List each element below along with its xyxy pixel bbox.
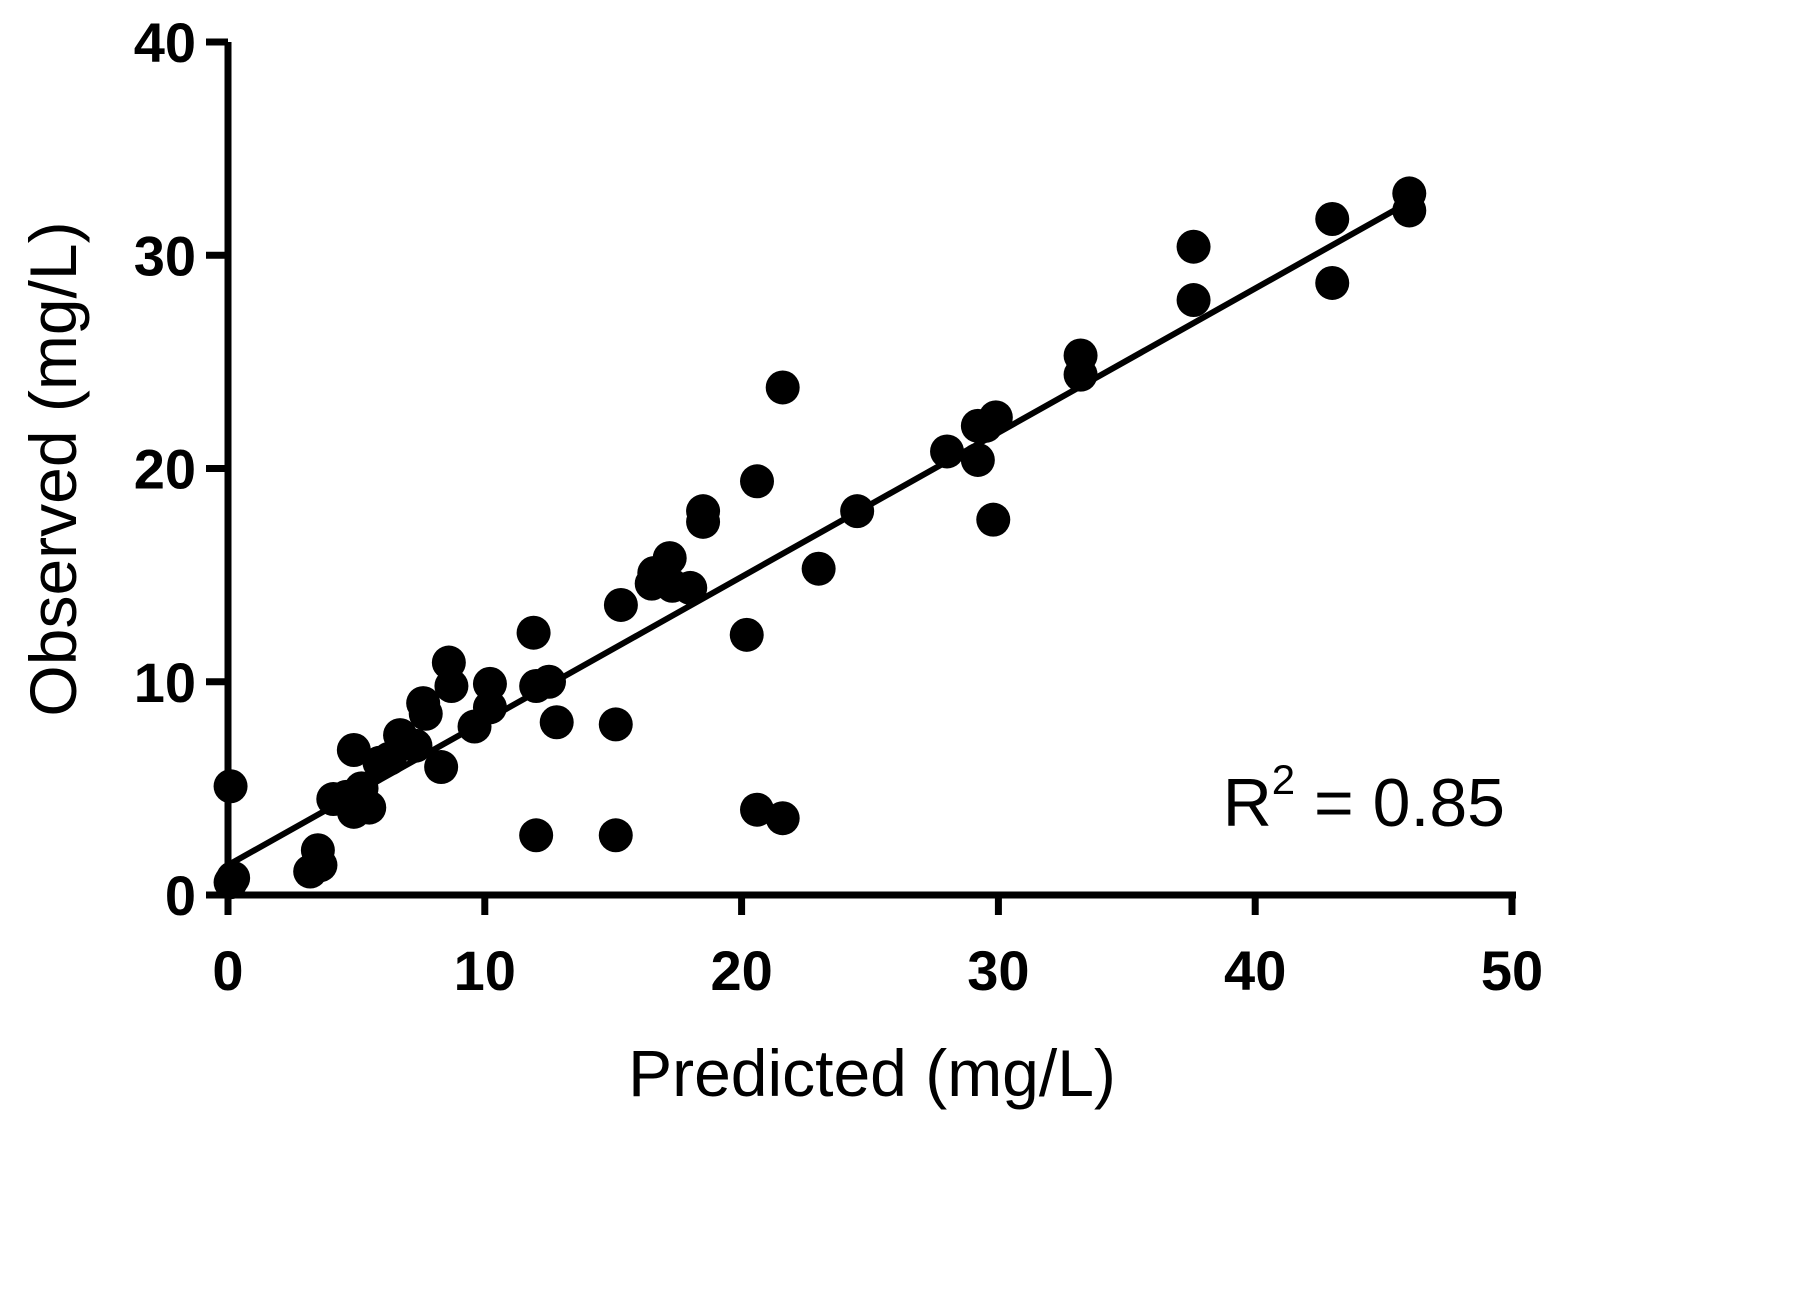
x-tick-label: 50 — [1481, 939, 1543, 1002]
data-point — [652, 541, 687, 576]
data-point — [686, 504, 721, 539]
data-point — [1176, 229, 1211, 264]
y-tick-label: 30 — [134, 224, 196, 287]
data-point — [976, 502, 1011, 537]
data-point — [603, 587, 638, 622]
data-point — [424, 750, 459, 785]
data-point — [598, 707, 633, 742]
y-tick-label: 0 — [165, 864, 196, 927]
data-point — [729, 617, 764, 652]
data-point — [216, 860, 251, 895]
data-point — [765, 801, 800, 836]
r-squared-annotation: R2 = 0.85 — [1223, 756, 1505, 841]
data-point — [673, 570, 708, 605]
data-point — [434, 669, 469, 704]
data-point — [801, 551, 836, 586]
r-squared-value: = 0.85 — [1295, 765, 1505, 841]
x-axis-title: Predicted (mg/L) — [628, 1036, 1116, 1110]
r-squared-base: R — [1223, 765, 1272, 841]
y-tick-label: 10 — [134, 651, 196, 714]
data-point — [740, 792, 775, 827]
data-point — [1315, 201, 1350, 236]
data-point — [516, 615, 551, 650]
x-tick-label: 40 — [1224, 939, 1286, 1002]
r-squared-superscript: 2 — [1272, 756, 1295, 803]
data-point — [960, 442, 995, 477]
x-tick-label: 30 — [967, 939, 1029, 1002]
data-point — [336, 732, 371, 767]
x-tick-label: 10 — [454, 939, 516, 1002]
data-point — [1315, 265, 1350, 300]
data-point — [519, 818, 554, 853]
data-point — [740, 464, 775, 499]
data-point — [532, 664, 566, 699]
x-tick-label: 20 — [710, 939, 772, 1002]
data-point — [840, 494, 875, 529]
data-point — [398, 728, 433, 763]
data-point — [408, 696, 443, 731]
y-tick-label: 20 — [134, 438, 196, 501]
data-point — [978, 400, 1013, 435]
data-point — [930, 434, 965, 469]
x-tick-label: 0 — [212, 939, 243, 1002]
data-point — [765, 370, 800, 405]
data-point — [300, 833, 335, 868]
data-point — [1063, 357, 1098, 392]
data-point — [1176, 283, 1211, 318]
y-tick-label: 40 — [134, 11, 196, 74]
data-point — [344, 771, 379, 806]
data-point — [472, 690, 507, 725]
data-point — [1392, 193, 1427, 228]
data-point — [598, 818, 633, 853]
y-axis-title: Observed (mg/L) — [16, 221, 90, 716]
data-point — [539, 705, 574, 740]
data-point — [472, 666, 507, 701]
